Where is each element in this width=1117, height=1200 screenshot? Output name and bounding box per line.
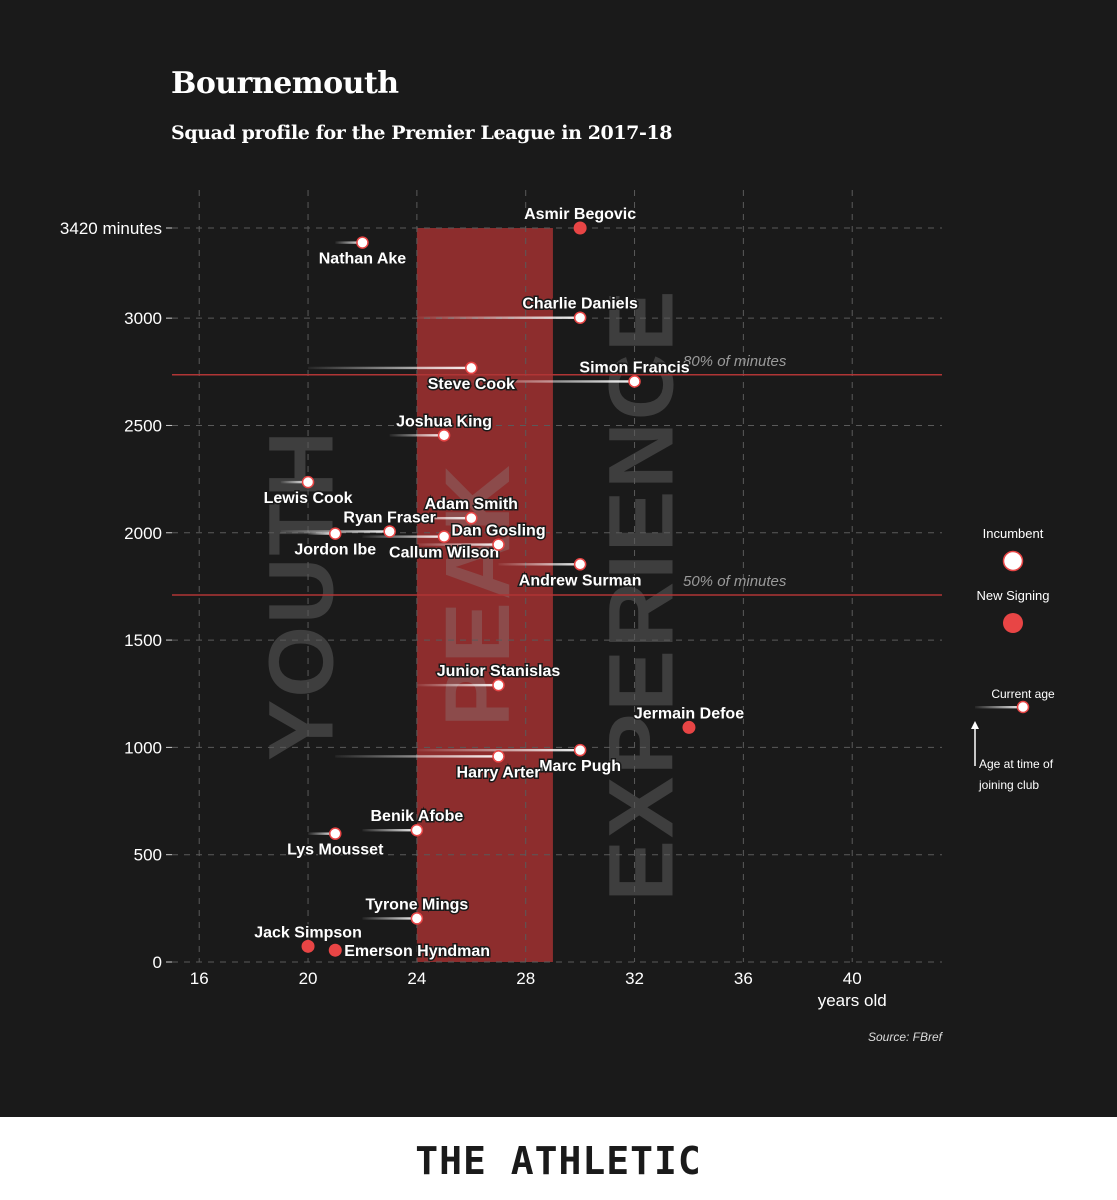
chart-area: Bournemouth Squad profile for the Premie… xyxy=(59,66,1056,1044)
age-trail-joshua-king xyxy=(389,434,445,437)
reference-line-label-1: 50% of minutes xyxy=(683,573,787,590)
age-trail-lys-mousset xyxy=(308,832,336,835)
brand-logo: THE ATHLETIC xyxy=(415,1139,702,1183)
label-jack-simpson: Jack Simpson xyxy=(254,924,362,941)
point-lys-mousset xyxy=(329,827,342,840)
x-tick-label-28: 28 xyxy=(516,969,535,988)
point-tyrone-mings xyxy=(410,912,424,925)
point-harry-arter xyxy=(492,750,505,763)
point-nathan-ake xyxy=(356,236,369,249)
point-joshua-king xyxy=(437,429,451,442)
label-joshua-king: Joshua King xyxy=(396,413,492,430)
x-tick-label-32: 32 xyxy=(625,969,644,988)
legend-new-signing-label: New Signing xyxy=(977,588,1050,603)
y-tick-label-0: 0 xyxy=(153,953,162,972)
point-benik-afobe xyxy=(410,823,424,837)
y-tick-label-1500: 1500 xyxy=(124,631,162,650)
point-simon-francis xyxy=(628,375,641,388)
point-junior-stanislas xyxy=(492,678,505,692)
label-jermain-defoe: Jermain Defoe xyxy=(634,705,744,722)
age-trail-andrew-surman xyxy=(498,563,581,566)
point-marc-pugh xyxy=(573,743,587,757)
label-tyrone-mings: Tyrone Mings xyxy=(365,896,468,913)
point-jermain-defoe xyxy=(682,720,696,734)
x-tick-label-16: 16 xyxy=(190,969,209,988)
point-asmir-begovic xyxy=(573,221,587,235)
age-trail-benik-afobe xyxy=(362,829,417,832)
label-adam-smith: Adam Smith xyxy=(425,496,518,513)
label-lewis-cook: Lewis Cook xyxy=(264,490,353,507)
legend-incumbent-marker xyxy=(1002,550,1024,572)
source-note: Source: FBref xyxy=(868,1030,944,1044)
y-tick-label-500: 500 xyxy=(134,846,162,865)
legend-age-joining-line2: joining club xyxy=(978,778,1039,792)
legend-new-signing-marker xyxy=(1003,613,1023,633)
label-dan-gosling: Dan Gosling xyxy=(451,523,545,540)
y-tick-label-1000: 1000 xyxy=(124,738,162,757)
x-tick-label-40: 40 xyxy=(843,969,862,988)
age-trail-dan-gosling xyxy=(416,543,499,546)
point-andrew-surman xyxy=(573,558,587,571)
age-trail-charlie-daniels xyxy=(416,316,581,319)
legend-age-trail xyxy=(975,706,1023,709)
y-tick-label-2000: 2000 xyxy=(124,524,162,543)
legend-current-age-label: Current age xyxy=(991,687,1055,701)
legend-current-age-marker xyxy=(1016,700,1030,714)
y-tick-label-3000: 3000 xyxy=(124,309,162,328)
label-harry-arter: Harry Arter xyxy=(457,764,541,781)
age-trail-jordon-ibe xyxy=(308,532,336,535)
age-trail-steve-cook xyxy=(308,366,472,370)
label-ryan-fraser: Ryan Fraser xyxy=(343,509,436,526)
legend-incumbent-label: Incumbent xyxy=(983,526,1044,541)
x-axis-label: years old xyxy=(818,991,887,1010)
legend-arrow-head xyxy=(971,721,979,729)
label-simon-francis: Simon Francis xyxy=(579,359,689,376)
point-callum-wilson xyxy=(437,530,451,543)
x-tick-label-36: 36 xyxy=(734,969,753,988)
label-steve-cook: Steve Cook xyxy=(428,376,515,393)
age-trail-adam-smith xyxy=(389,516,472,520)
age-trail-callum-wilson xyxy=(362,535,445,538)
x-tick-label-20: 20 xyxy=(299,969,318,988)
label-marc-pugh: Marc Pugh xyxy=(539,758,621,775)
y-tick-label-2500: 2500 xyxy=(124,416,162,435)
age-trail-harry-arter xyxy=(335,755,499,758)
label-nathan-ake: Nathan Ake xyxy=(319,251,407,268)
label-jordon-ibe: Jordon Ibe xyxy=(294,542,376,559)
footer: THE ATHLETIC xyxy=(0,1117,1117,1200)
label-benik-afobe: Benik Afobe xyxy=(371,808,464,825)
chart-subtitle: Squad profile for the Premier League in … xyxy=(171,122,673,144)
label-lys-mousset: Lys Mousset xyxy=(287,842,384,859)
age-trail-simon-francis xyxy=(471,380,635,383)
point-jordon-ibe xyxy=(329,527,342,540)
point-steve-cook xyxy=(465,361,478,375)
point-emerson-hyndman xyxy=(328,943,342,957)
point-jack-simpson xyxy=(301,939,315,953)
point-charlie-daniels xyxy=(573,311,587,324)
reference-line-label-0: 80% of minutes xyxy=(683,353,787,370)
point-dan-gosling xyxy=(492,538,505,551)
label-andrew-surman: Andrew Surman xyxy=(519,572,642,589)
x-tick-label-24: 24 xyxy=(407,969,426,988)
legend-age-joining-line1: Age at time of xyxy=(979,757,1054,771)
label-junior-stanislas: Junior Stanislas xyxy=(437,663,561,680)
chart-title: Bournemouth xyxy=(171,66,399,101)
age-trail-junior-stanislas xyxy=(416,683,499,687)
age-trail-nathan-ake xyxy=(335,241,363,244)
age-trail-lewis-cook xyxy=(280,480,309,484)
label-emerson-hyndman: Emerson Hyndman xyxy=(344,943,490,960)
label-charlie-daniels: Charlie Daniels xyxy=(522,296,638,313)
y-tick-label-3420: 3420 minutes xyxy=(60,219,162,238)
label-callum-wilson: Callum Wilson xyxy=(389,545,499,562)
point-adam-smith xyxy=(465,511,478,525)
label-asmir-begovic: Asmir Begovic xyxy=(524,206,636,223)
point-lewis-cook xyxy=(301,475,315,489)
age-trail-tyrone-mings xyxy=(362,917,417,920)
point-ryan-fraser xyxy=(383,525,396,538)
